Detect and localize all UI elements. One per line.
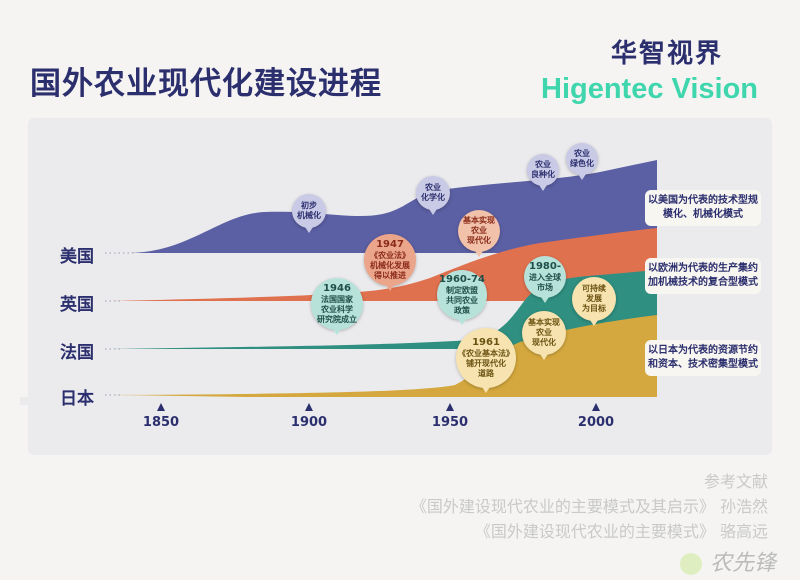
milestone-text: 《农业基本法》 xyxy=(458,349,514,359)
milestone-text: 进入全球 xyxy=(529,273,561,283)
milestone-text: 现代化 xyxy=(532,338,556,347)
milestone-text: 可持续 xyxy=(582,284,606,293)
milestone-text: 化学化 xyxy=(421,193,445,202)
milestone-us-seed: 农业 良种化 xyxy=(527,154,559,191)
tick-marker-1950 xyxy=(446,403,454,411)
watermark-logo: 农先锋 xyxy=(710,551,777,576)
milestone-text: 绿色化 xyxy=(570,159,594,168)
milestone-text: 市场 xyxy=(537,283,553,293)
milestone-year: 1946 xyxy=(323,282,351,294)
uk-stream xyxy=(110,228,657,301)
country-label-jp: 日本 xyxy=(60,389,94,409)
milestone-jp-1961: 1961 《农业基本法》 铺开现代化 道路 xyxy=(456,328,516,393)
milestone-text: 《农业法》 xyxy=(370,251,410,261)
tick-label-2000: 2000 xyxy=(577,415,615,430)
tick-label-1850: 1850 xyxy=(142,415,180,430)
tick-marker-1850 xyxy=(157,403,165,411)
milestone-us-mechanization: 初步 机械化 xyxy=(292,194,326,233)
milestone-text: 共同农业 xyxy=(446,296,478,306)
milestone-text: 机械化发展 xyxy=(370,261,410,271)
milestone-us-green: 农业 绿色化 xyxy=(566,143,598,180)
milestone-text: 基本实现 xyxy=(528,318,560,327)
model-description-japan: 以日本为代表的资源节约和资本、技术密集型模式 xyxy=(645,340,761,376)
mascot-icon xyxy=(680,553,702,575)
milestone-text: 得以推进 xyxy=(374,271,406,281)
milestone-text: 发展 xyxy=(586,294,602,303)
milestone-text: 铺开现代化 xyxy=(466,359,506,369)
milestone-text: 农业 xyxy=(425,183,441,192)
references-heading: 参考文献 xyxy=(703,472,768,491)
milestone-fr-1946: 1946 法国国家 农业科学 研究院成立 xyxy=(311,278,363,335)
reference-item: 《国外建设现代农业的主要模式》 骆高远 xyxy=(474,522,768,541)
milestone-text: 政策 xyxy=(454,306,470,316)
milestone-text: 农业科学 xyxy=(321,305,353,315)
milestone-uk-1947: 1947 《农业法》 机械化发展 得以推进 xyxy=(364,234,416,291)
milestone-jp-sustainable: 可持续 发展 为目标 xyxy=(572,277,616,326)
milestone-text: 初步 xyxy=(301,201,317,210)
jp-stream xyxy=(115,315,657,400)
tick-marker-1900 xyxy=(305,403,313,411)
milestone-text: 农业 xyxy=(574,149,590,158)
milestone-text: 道路 xyxy=(478,369,494,379)
country-label-us: 美国 xyxy=(60,247,94,267)
milestone-us-chemical: 农业 化学化 xyxy=(416,176,450,215)
milestone-text: 农业 xyxy=(471,226,487,235)
milestone-text: 为目标 xyxy=(582,304,606,313)
brand-logo-en: Higentec Vision xyxy=(541,73,759,105)
fr-stream xyxy=(110,270,657,349)
milestone-year: 1961 xyxy=(472,336,500,348)
milestone-text: 研究院成立 xyxy=(317,315,357,325)
reference-item: 《国外建设现代农业的主要模式及其启示》 孙浩然 xyxy=(410,497,768,516)
milestone-text: 法国国家 xyxy=(321,295,353,305)
milestone-text: 机械化 xyxy=(297,211,321,220)
milestone-uk-modernized: 基本实现 农业 现代化 xyxy=(458,210,500,257)
brand-logo-cn: 华智视界 xyxy=(611,39,724,69)
baseline-mask xyxy=(20,397,660,405)
page-title: 国外农业现代化建设进程 xyxy=(30,66,382,102)
model-description-us: 以美国为代表的技术型规模化、机械化模式 xyxy=(645,190,761,226)
milestone-text: 农业 xyxy=(536,328,552,337)
milestone-text: 现代化 xyxy=(467,236,491,245)
milestone-text: 制定欧盟 xyxy=(446,286,478,296)
tick-marker-2000 xyxy=(592,403,600,411)
milestone-year: 1980- xyxy=(529,260,561,272)
milestone-text: 农业 xyxy=(535,160,551,169)
us-stream xyxy=(130,160,657,253)
model-description-europe: 以欧洲为代表的生产集约加机械技术的复合型模式 xyxy=(645,258,761,294)
milestone-text: 良种化 xyxy=(531,170,555,179)
country-label-uk: 英国 xyxy=(60,295,94,315)
milestone-fr-1980: 1980- 进入全球 市场 xyxy=(524,256,566,303)
milestone-year: 1947 xyxy=(376,238,404,250)
milestone-text: 基本实现 xyxy=(463,216,495,225)
country-label-fr: 法国 xyxy=(60,343,94,363)
milestone-fr-1960-74: 1960-74 制定欧盟 共同农业 政策 xyxy=(437,270,487,325)
milestone-year: 1960-74 xyxy=(439,273,485,285)
tick-label-1950: 1950 xyxy=(431,415,469,430)
milestone-jp-modernized: 基本实现 农业 现代化 xyxy=(522,311,566,360)
tick-label-1900: 1900 xyxy=(290,415,328,430)
